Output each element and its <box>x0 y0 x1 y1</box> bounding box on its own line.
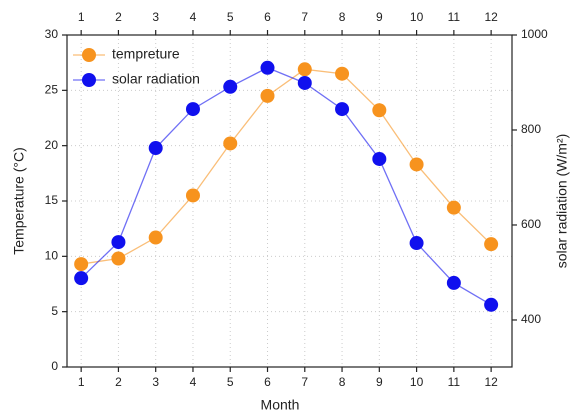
point <box>111 251 126 266</box>
point <box>111 235 126 250</box>
y2-tick-label: 600 <box>521 217 541 231</box>
x-top-tick-label: 10 <box>410 10 424 24</box>
y2-tick-label: 400 <box>521 312 541 326</box>
x-tick-label: 7 <box>301 375 308 389</box>
point <box>446 200 461 215</box>
y-tick-label: 5 <box>51 304 58 318</box>
point <box>185 188 200 203</box>
x-top-tick-label: 1 <box>78 10 85 24</box>
x-top-tick-label: 4 <box>190 10 197 24</box>
x-top-tick-label: 7 <box>301 10 308 24</box>
point <box>74 271 89 286</box>
x-top-tick-label: 2 <box>115 10 122 24</box>
point <box>484 297 499 312</box>
x-top-tick-label: 8 <box>339 10 346 24</box>
x-tick-label: 8 <box>339 375 346 389</box>
legend-label: solar radiation <box>112 71 200 87</box>
series-line <box>81 68 492 265</box>
point <box>223 136 238 151</box>
x-tick-label: 3 <box>152 375 159 389</box>
x-top-tick-label: 11 <box>448 10 461 24</box>
y-tick-label: 20 <box>45 138 59 152</box>
y-tick-label: 15 <box>45 193 59 207</box>
x-tick-label: 4 <box>190 375 197 389</box>
legend-marker <box>82 48 96 62</box>
y-tick-label: 25 <box>45 83 59 97</box>
x-tick-label: 10 <box>410 375 424 389</box>
legend-label: tempreture <box>112 46 180 62</box>
y-tick-label: 0 <box>51 359 58 373</box>
x-top-tick-label: 6 <box>264 10 271 24</box>
x-tick-label: 11 <box>448 375 461 389</box>
x-top-tick-label: 5 <box>227 10 234 24</box>
x-tick-label: 6 <box>264 375 271 389</box>
point <box>148 141 163 156</box>
point <box>409 236 424 251</box>
y-tick-label: 10 <box>45 249 59 263</box>
x-axis-label: Month <box>261 397 300 413</box>
point <box>148 230 163 245</box>
point <box>297 75 312 90</box>
point <box>223 79 238 94</box>
y2-tick-label: 1000 <box>521 27 548 41</box>
x-top-tick-label: 12 <box>484 10 498 24</box>
y-axis-label: Temperature (°C) <box>11 147 27 255</box>
x-top-tick-label: 9 <box>376 10 383 24</box>
x-tick-label: 12 <box>484 375 498 389</box>
plot-frame <box>66 34 513 368</box>
legend-marker <box>82 73 96 87</box>
point <box>260 88 275 103</box>
x-tick-label: 5 <box>227 375 234 389</box>
y2-tick-label: 800 <box>521 122 541 136</box>
x-tick-label: 1 <box>78 375 85 389</box>
point <box>260 60 275 75</box>
series-line <box>80 67 492 306</box>
x-tick-label: 9 <box>376 375 383 389</box>
x-tick-label: 2 <box>115 375 122 389</box>
point <box>297 62 312 77</box>
point <box>372 103 387 118</box>
point <box>372 151 387 166</box>
point <box>335 66 350 81</box>
x-top-tick-label: 3 <box>152 10 159 24</box>
point <box>74 257 89 272</box>
y-tick-label: 30 <box>45 27 59 41</box>
point <box>484 237 499 252</box>
point <box>409 157 424 172</box>
point <box>185 102 200 117</box>
point <box>446 275 461 290</box>
y2-axis-label: solar radiation (W/m²) <box>554 134 570 269</box>
point <box>335 102 350 117</box>
